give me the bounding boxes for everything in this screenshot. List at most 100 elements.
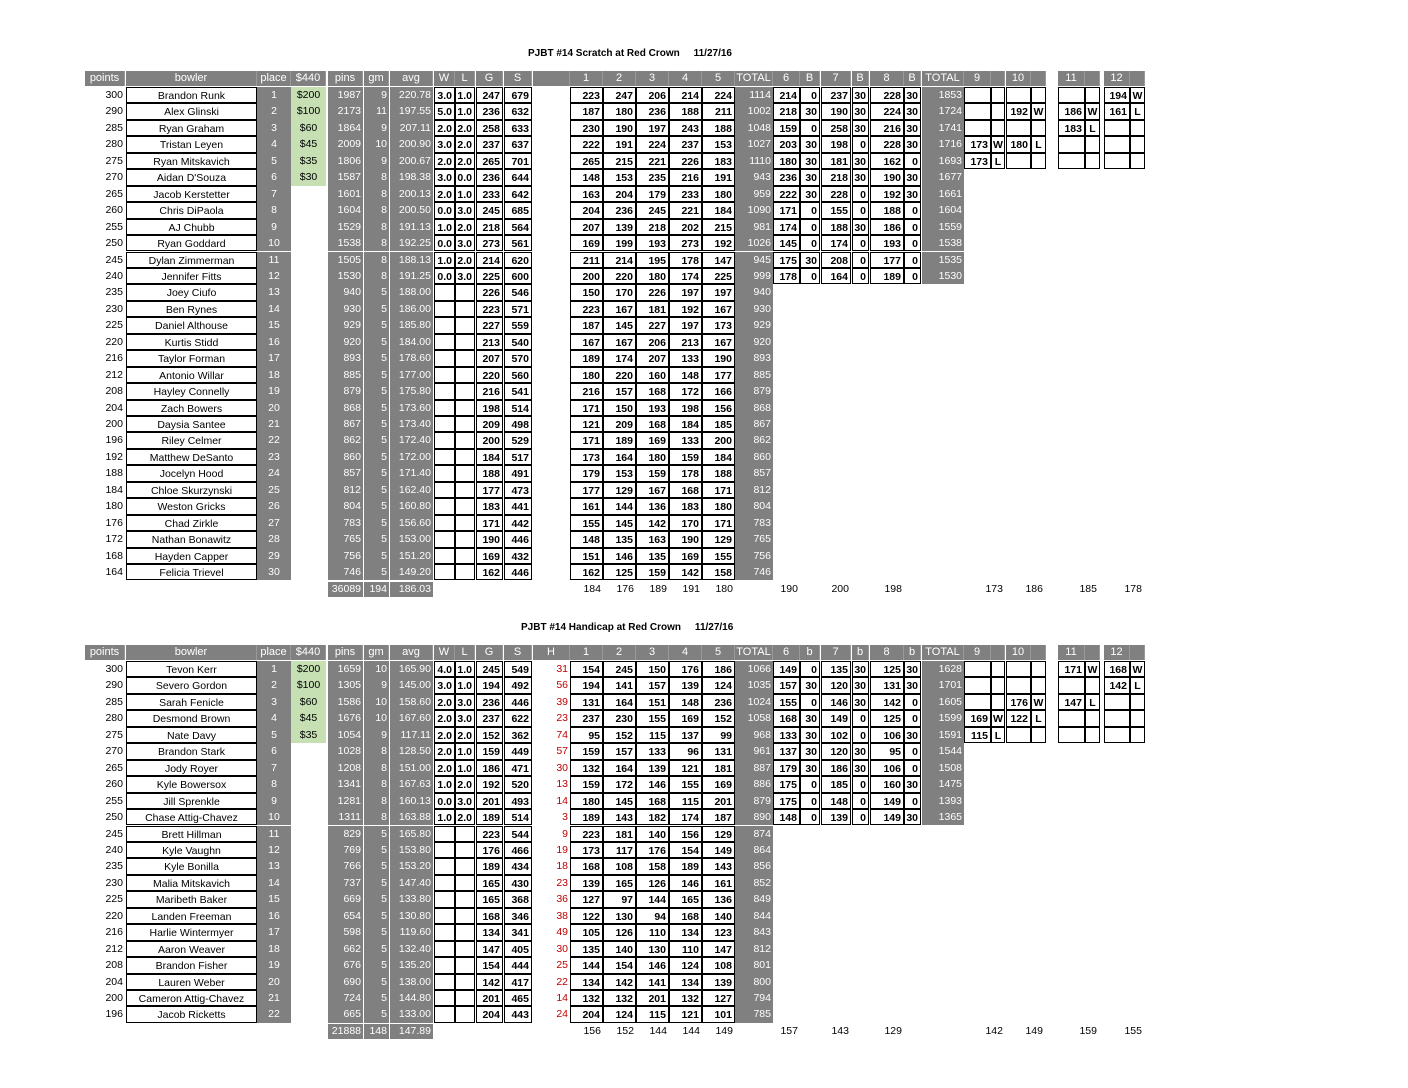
total-g4: 144: [682, 1024, 700, 1037]
bonus-7-cell: 0: [852, 185, 869, 203]
bonus-6-cell: 30: [800, 710, 820, 727]
prize-cell: [291, 284, 326, 300]
game-12-cell: [1104, 793, 1130, 809]
game-2-cell: 164: [603, 693, 636, 711]
pins-cell: 1505: [328, 251, 363, 268]
bonus-8-cell: 0: [904, 235, 921, 252]
game-9-cell: [964, 169, 991, 185]
game-7-cell: 186: [821, 759, 851, 777]
place-cell: 14: [257, 874, 291, 892]
high-game-cell: 273: [476, 235, 503, 252]
high-game-cell: 192: [476, 776, 503, 793]
bowler-cell: Daniel Althouse: [126, 317, 257, 334]
games-cell: 5: [364, 1006, 389, 1023]
wins-cell: 1.0: [434, 218, 455, 236]
game-8-cell: 160: [870, 776, 904, 793]
bonus-6-cell: 0: [800, 119, 820, 137]
bonus-8-cell: 0: [904, 693, 921, 711]
high-game-cell: 190: [476, 531, 503, 548]
header-game-2: 2: [603, 71, 636, 86]
result-11-cell: [1085, 87, 1100, 104]
game-9-cell: [964, 760, 991, 776]
total-8-cell: 1591: [922, 726, 964, 744]
game-3-cell: 218: [636, 218, 669, 236]
prize-cell: [291, 482, 326, 498]
bonus-8-cell: 0: [904, 792, 921, 810]
game-5-cell: 188: [702, 465, 735, 482]
average-cell: 130.80: [390, 907, 433, 925]
result-9-cell: W: [991, 136, 1005, 153]
game-2-cell: 172: [603, 776, 636, 793]
games-cell: 5: [364, 366, 389, 384]
game-6-cell: 148: [773, 809, 800, 826]
game-4-cell: 148: [669, 693, 702, 711]
game-1-cell: 222: [570, 136, 603, 153]
total-5-cell: 879: [735, 792, 773, 810]
game-10-cell: [1006, 677, 1031, 694]
losses-cell: 3.0: [455, 202, 475, 219]
total-5-cell: 800: [735, 973, 773, 990]
result-9-cell: [991, 87, 1005, 104]
header-high-series: S: [504, 645, 532, 660]
result-11-cell: [1085, 202, 1100, 218]
bonus-8-cell: 30: [904, 776, 921, 793]
game-9-cell: 173: [964, 152, 991, 170]
total-5-cell: 890: [735, 809, 773, 826]
game-3-cell: 182: [636, 809, 669, 826]
game-4-cell: 146: [669, 874, 702, 892]
pins-cell: 724: [328, 990, 363, 1007]
handicap-cell: 25: [556, 959, 568, 972]
game-3-cell: 193: [636, 235, 669, 252]
wins-cell: 2.0: [434, 743, 455, 760]
total-g4: 191: [682, 582, 700, 595]
result-12-cell: L: [1130, 103, 1145, 120]
bonus-6-cell: 0: [800, 776, 820, 793]
high-series-cell: 492: [504, 677, 532, 694]
high-series-cell: 546: [504, 284, 532, 301]
average-cell: 147.40: [390, 874, 433, 892]
pins-cell: 1028: [328, 743, 363, 760]
points-cell: 275: [105, 154, 123, 167]
game-9-cell: 169: [964, 710, 991, 727]
prize-cell: [291, 400, 326, 416]
header-result-9: [991, 645, 1005, 660]
pins-cell: 1676: [328, 710, 363, 727]
game-8-cell: 192: [870, 185, 904, 203]
game-1-cell: 162: [570, 564, 603, 581]
handicap-cell: [533, 169, 570, 185]
handicap-cell: 18: [556, 860, 568, 873]
game-5-cell: 192: [702, 235, 735, 252]
place-cell: 7: [257, 759, 291, 777]
total-g2: 176: [616, 582, 634, 595]
game-10-cell: [1006, 726, 1031, 744]
games-cell: 5: [364, 874, 389, 892]
wins-cell: [434, 940, 455, 958]
game-3-cell: 142: [636, 514, 669, 532]
game-5-cell: 127: [702, 990, 735, 1007]
header-losses: L: [455, 71, 475, 86]
game-3-cell: 193: [636, 399, 669, 416]
wins-cell: [434, 973, 455, 990]
game-3-cell: 151: [636, 693, 669, 711]
losses-cell: 1.0: [455, 87, 475, 104]
pins-cell: 879: [328, 383, 363, 400]
total-5-cell: 886: [735, 776, 773, 793]
high-series-cell: 498: [504, 416, 532, 433]
total-5-cell: 893: [735, 350, 773, 367]
high-game-cell: 236: [476, 103, 503, 120]
game-4-cell: 189: [669, 858, 702, 875]
pins-cell: 930: [328, 300, 363, 318]
total-5-cell: 1035: [735, 677, 773, 694]
points-cell: 176: [105, 516, 123, 529]
game-5-cell: 183: [702, 152, 735, 170]
losses-cell: 2.0: [455, 152, 475, 170]
bonus-6-cell: 0: [800, 661, 820, 678]
handicap-cell: 14: [556, 794, 568, 807]
prize-cell: [291, 957, 326, 973]
game-5-cell: 177: [702, 366, 735, 384]
header-total-5: TOTAL: [735, 71, 773, 86]
total-5-cell: 868: [735, 399, 773, 416]
place-cell: 19: [257, 957, 291, 974]
game-2-cell: 230: [603, 710, 636, 727]
high-series-cell: 446: [504, 564, 532, 581]
